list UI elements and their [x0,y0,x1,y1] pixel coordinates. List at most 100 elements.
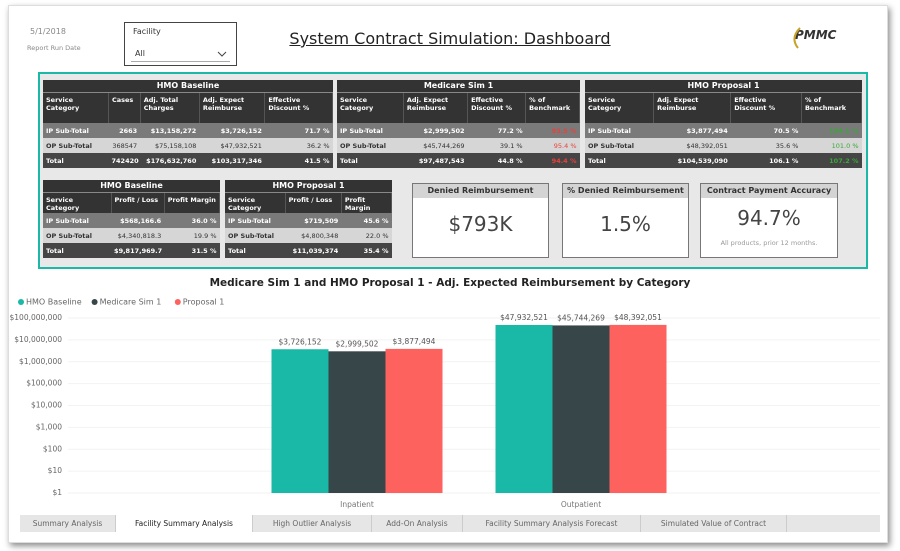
table-cell: 107.2 % [829,156,859,165]
y-tick-label: $100 [43,444,62,453]
table-row: OP Sub-Total $48,392,051 35.6 % 101.0 % [585,138,862,153]
table-row: OP Sub-Total 368547 $75,158,108 $47,932,521… [43,138,333,153]
table-cell: $11,039,374 [292,246,339,255]
bar [271,349,329,493]
table-title: HMO Proposal 1 [225,180,392,193]
table-row: OP Sub-Total $45,744,269 39.1 % 95.4 % [337,138,580,153]
table-row: IP Sub-Total $3,877,494 70.5 % 104.1 % [585,123,862,138]
row-label: IP Sub-Total [46,216,89,225]
row-label: Total [588,156,606,165]
row-label: OP Sub-Total [228,231,275,240]
slicer-value[interactable]: All [135,49,145,58]
table-cell: $3,877,494 [686,126,728,135]
row-label: Total [46,246,64,255]
header-row: Service Category Profit / Loss Profit Marg… [43,193,221,213]
table-cell: 104.1 % [829,126,859,135]
y-tick-label: $10,000,000 [14,335,62,344]
table-cell: 36.2 % [306,141,330,150]
data-table: HMO Proposal 1 Service Category Profit / L… [225,180,393,258]
row-label: OP Sub-Total [46,231,93,240]
table-title: HMO Baseline [43,80,333,93]
table: Service Category Profit / Loss Profit Marg… [43,193,221,258]
table-cell: 93.5 % [551,126,577,135]
data-table: HMO Baseline Service Category Profit / Los… [43,180,221,258]
page-tab[interactable]: Facility Summary Analysis Forecast [463,515,641,532]
table-cell: 71.7 % [304,126,330,135]
tab-bar-fill [787,515,880,532]
table-row: Total 742420 $176,632,760 $103,317,346 41.5 … [43,153,333,168]
table-row: Total $97,487,543 44.8 % 94.4 % [337,153,580,168]
legend-label: Medicare Sim 1 [100,298,162,307]
card-title: Denied Reimbursement [413,184,548,198]
table-cell: 31.5 % [191,246,217,255]
data-table: HMO Proposal 1 Service Category Adj. Expec… [585,80,863,168]
table-cell: $719,509 [304,216,339,225]
table-cell: 39.1 % [499,141,523,150]
table-row: OP Sub-Total $4,800,348 22.0 % [225,228,392,243]
table: Service Category Adj. Expect Reimburse Eff… [585,93,863,168]
y-tick-label: $100,000,000 [10,313,63,322]
legend-marker [91,299,98,305]
data-table: Medicare Sim 1 Service Category Adj. Expec… [337,80,580,168]
table-cell: $176,632,760 [146,156,197,165]
data-table: HMO Baseline Service Category Cases Adj. To… [43,80,333,168]
table-cell: $48,392,051 [686,141,728,150]
table-cell: 95.4 % [553,141,577,150]
table-cell: $75,158,108 [154,141,197,150]
dropdown-chevron[interactable] [217,50,227,58]
column-header: Service Category [337,93,404,123]
table-cell: 19.9 % [193,231,217,240]
table-cell: $9,817,969.7 [114,246,163,255]
table-row: Total $9,817,969.7 31.5 % [43,243,220,258]
row-label: IP Sub-Total [340,126,383,135]
page-tab[interactable]: Simulated Value of Contract [641,515,787,532]
table-cell: $4,800,348 [301,231,339,240]
table-row: IP Sub-Total 2663 $13,158,272 $3,726,152 71.… [43,123,333,138]
column-header: Service Category [43,193,112,213]
column-header: Service Category [585,93,655,123]
legend-marker [18,299,24,305]
table-cell: 35.4 % [363,246,389,255]
table: Service Category Adj. Expect Reimburse Eff… [337,93,580,168]
value-label: $47,932,521 [500,313,548,322]
y-tick-label: $1,000,000 [19,357,62,366]
table: Service Category Profit / Loss Profit Marg… [225,193,393,258]
table-row: OP Sub-Total $4,340,818.3 19.9 % [43,228,220,243]
card-value: $793K [448,212,513,236]
column-header: % of Benchmark [525,93,580,123]
header-row: Service Category Cases Adj. Total Charges A… [43,93,333,123]
table-row: IP Sub-Total $568,166.6 36.0 % [43,213,220,228]
table-cell: 44.8 % [497,156,523,165]
row-label: OP Sub-Total [46,141,93,150]
y-tick-label: $100,000 [26,379,62,388]
bar [609,324,667,493]
kpi-card: Denied Reimbursement $793K [412,183,549,258]
slicer-underline [131,61,230,62]
facility-slicer[interactable]: Facility All [124,22,237,66]
row-label: IP Sub-Total [228,216,271,225]
page-tab[interactable]: High Outlier Analysis [253,515,372,532]
row-label: OP Sub-Total [340,141,387,150]
table-cell: 41.5 % [304,156,330,165]
page-tab[interactable]: Facility Summary Analysis [116,515,253,532]
row-label: IP Sub-Total [46,126,89,135]
table-cell: 77.2 % [497,126,523,135]
table-cell: $104,539,090 [677,156,728,165]
table-cell: 36.0 % [191,216,217,225]
table-title: HMO Baseline [43,180,220,193]
value-label: $45,744,269 [557,313,605,322]
page-title: System Contract Simulation: Dashboard [289,29,611,48]
bar [552,325,610,493]
table-cell: $47,932,521 [220,141,262,150]
page-tab[interactable]: Summary Analysis [20,515,116,532]
table-cell: 101.0 % [831,141,859,150]
page-tab[interactable]: Add-On Analysis [372,515,463,532]
table-title: HMO Proposal 1 [585,80,862,93]
card-value: 94.7% [737,206,801,230]
table-cell: 742420 [111,156,139,165]
run-date: 5/1/2018 [30,27,66,36]
bar [328,351,386,493]
column-header: Adj. Expect Reimburse [403,93,469,123]
